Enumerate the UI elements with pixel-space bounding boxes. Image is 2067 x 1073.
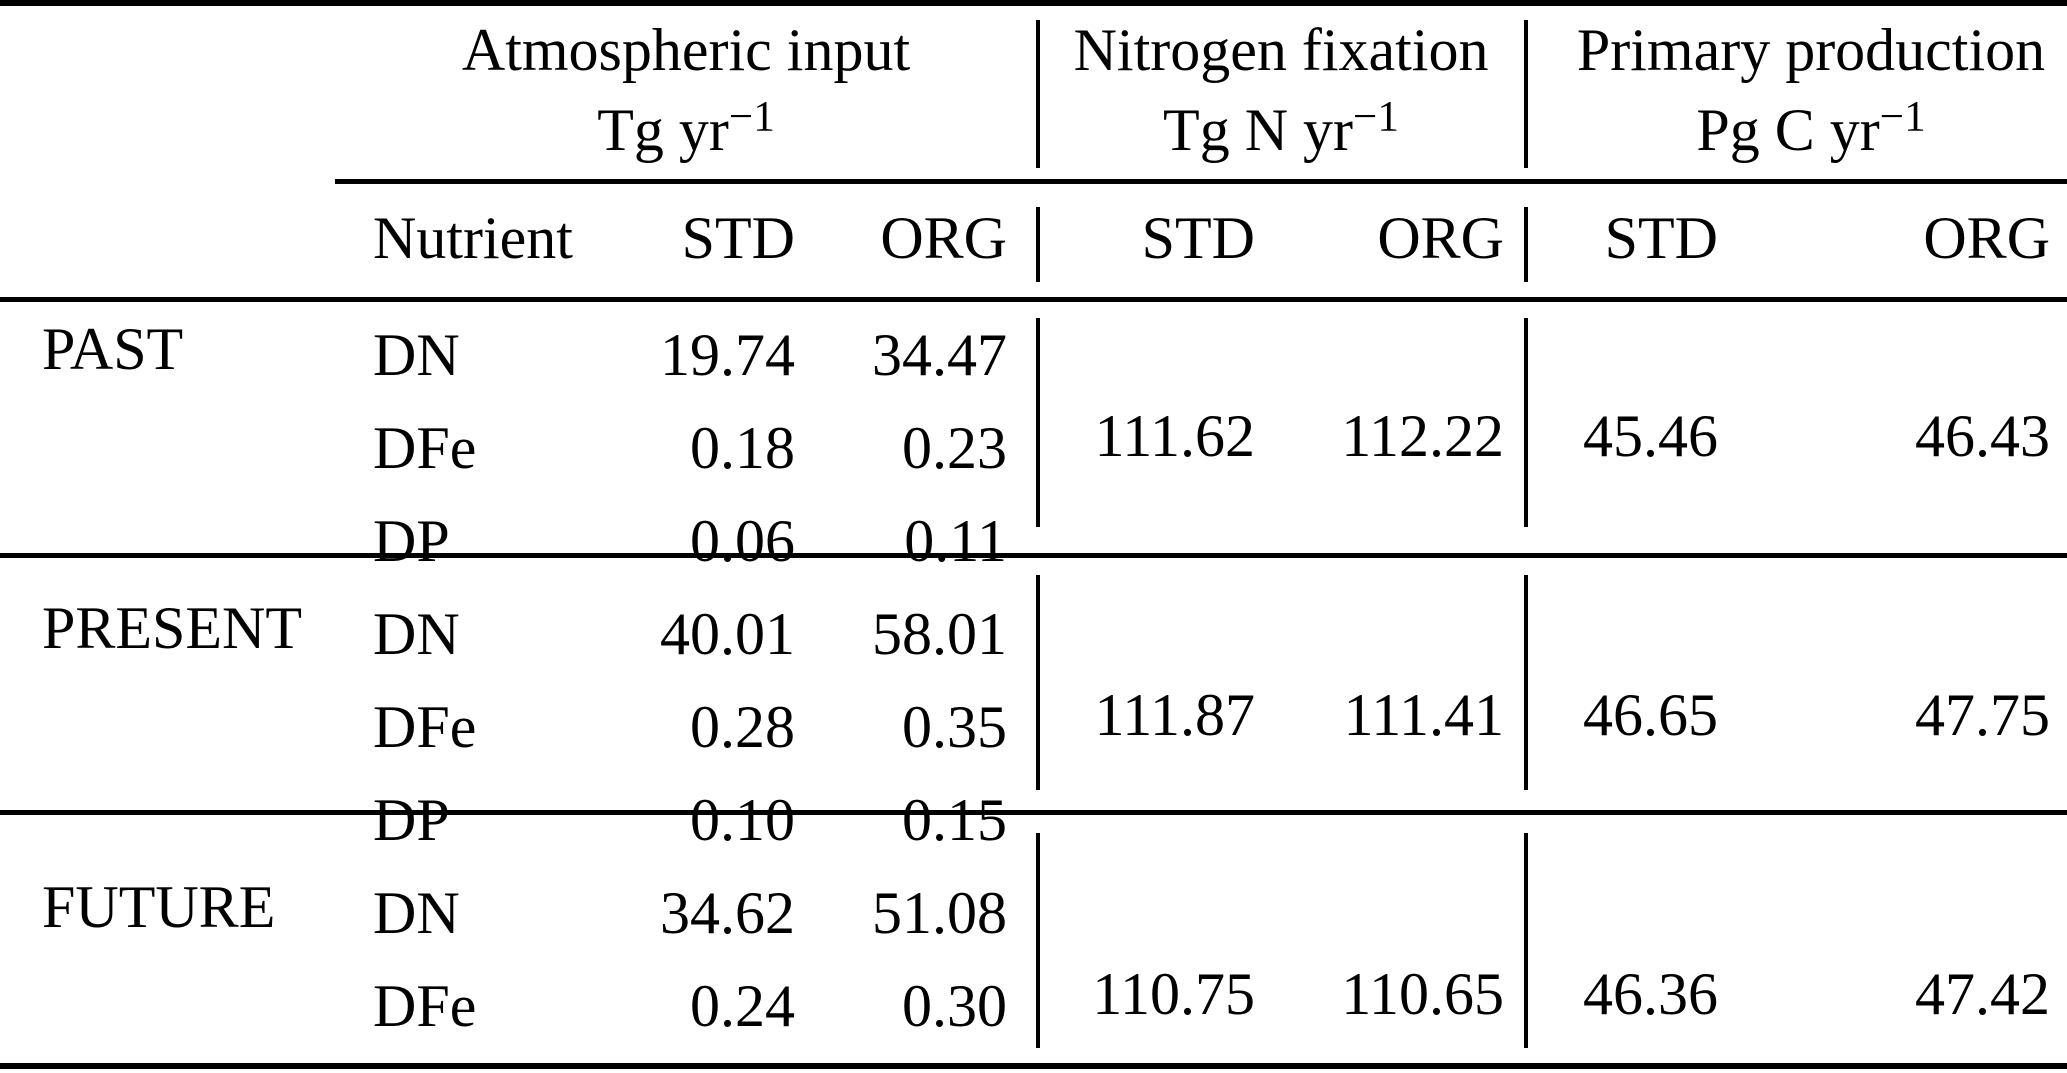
top-rule — [0, 0, 2067, 6]
group-title-primary-production: Primary production — [1576, 16, 2046, 83]
nutrient-label: DP — [335, 1041, 565, 1073]
value-pp-org: 46.43 — [1915, 403, 2051, 469]
table-row: FUTURE DN 34.62 51.08 110.75 110.65 46.3… — [0, 855, 2067, 1027]
group-unit-atmospheric-input: Tg yr−1 — [597, 93, 775, 163]
value-pp-std: 45.46 — [1583, 403, 1719, 469]
vertical-separator — [1524, 20, 1528, 168]
vertical-separator — [1524, 207, 1528, 282]
col-header-pp-org: ORG — [1923, 204, 2051, 271]
nutrient-label: DP — [373, 787, 450, 853]
table-row: DP 0.06 0.11 — [0, 483, 2067, 576]
vertical-separator — [1036, 833, 1040, 1048]
value-pp-org: 47.42 — [1915, 961, 2051, 1027]
value-ai-org: 0.35 — [902, 694, 1008, 760]
value-ai-std: 0.18 — [690, 415, 795, 481]
value-pp-std: 46.65 — [1583, 682, 1719, 748]
table-row: DFe 0.18 0.23 — [0, 390, 2067, 483]
group-unit-nitrogen-fixation: Tg N yr−1 — [1163, 93, 1399, 163]
section-present: PRESENT DN 40.01 58.01 111.87 111.41 46.… — [0, 576, 2067, 855]
section-past: PAST DN 19.74 34.47 111.62 112.22 45.46 … — [0, 297, 2067, 576]
section-rule-1 — [0, 553, 2067, 558]
col-header-nf-std: STD — [1141, 204, 1256, 271]
value-pp-org: 47.75 — [1915, 682, 2051, 748]
vertical-separator — [1524, 575, 1528, 790]
value-nf-std: 111.87 — [1094, 682, 1256, 748]
vertical-separator — [1036, 575, 1040, 790]
value-ai-org: 34.47 — [872, 322, 1008, 388]
table-row: DFe 0.28 0.35 — [0, 669, 2067, 762]
value-pp-std: 46.36 — [1583, 961, 1719, 1027]
group-primary-production: Primary production Pg C yr−1 — [1525, 0, 2067, 179]
value-nf-org: 112.22 — [1341, 403, 1505, 469]
value-ai-org: 51.08 — [872, 880, 1008, 946]
col-header-ai-org: ORG — [880, 204, 1008, 271]
table-row: DFe 0.24 0.30 — [0, 948, 2067, 1041]
group-header-row: Atmospheric input Tg yr−1 Nitrogen fixat… — [0, 0, 2067, 179]
value-ai-std: 0.08 — [565, 1041, 800, 1073]
corner-spacer — [0, 0, 335, 179]
column-header-row: Nutrient STD ORG STD ORG STD ORG — [0, 179, 2067, 297]
nutrient-label: DP — [373, 508, 450, 574]
vertical-separator — [1036, 20, 1040, 168]
value-ai-std: 0.10 — [690, 787, 795, 853]
section-future: FUTURE DN 34.62 51.08 110.75 110.65 46.3… — [0, 855, 2067, 1073]
col-header-ai-std: STD — [681, 204, 795, 271]
period-label: FUTURE — [42, 874, 276, 940]
value-ai-std: 40.01 — [660, 601, 795, 667]
value-nf-std: 110.75 — [1092, 961, 1256, 1027]
value-ai-std: 34.62 — [660, 880, 795, 946]
value-nf-org: 110.65 — [1341, 961, 1505, 1027]
table-row: PRESENT DN 40.01 58.01 111.87 111.41 46.… — [0, 576, 2067, 748]
value-nf-org: 111.41 — [1343, 682, 1505, 748]
bottom-rule — [0, 1063, 2067, 1069]
nutrient-label: DFe — [373, 973, 477, 1039]
col-header-pp-std: STD — [1604, 204, 1719, 271]
group-atmospheric-input: Atmospheric input Tg yr−1 — [335, 0, 1037, 179]
value-ai-org: 0.11 — [904, 508, 1008, 574]
subheader-rule — [0, 297, 2067, 302]
group-title-nitrogen-fixation: Nitrogen fixation — [1073, 16, 1489, 83]
value-ai-org: 0.30 — [902, 973, 1008, 1039]
group-unit-primary-production: Pg C yr−1 — [1696, 93, 1926, 163]
value-ai-org: 58.01 — [872, 601, 1008, 667]
nutrient-label: DFe — [373, 694, 477, 760]
value-ai-std: 0.06 — [690, 508, 795, 574]
group-nitrogen-fixation: Nitrogen fixation Tg N yr−1 — [1037, 0, 1525, 179]
group-title-atmospheric-input: Atmospheric input — [461, 16, 911, 83]
corner-spacer — [0, 179, 335, 297]
period-label: PAST — [42, 316, 184, 382]
vertical-separator — [1524, 833, 1528, 1048]
col-header-nutrient: Nutrient — [373, 204, 573, 271]
value-ai-std: 0.24 — [690, 973, 795, 1039]
nutrient-label: DN — [373, 322, 460, 388]
table-row: DP 0.10 0.15 — [0, 762, 2067, 855]
value-ai-org: 0.13 — [800, 1041, 1037, 1073]
header-mid-rule — [335, 179, 2067, 184]
nutrient-label: DN — [373, 880, 460, 946]
value-ai-std: 19.74 — [660, 322, 795, 388]
period-label: PRESENT — [42, 595, 303, 661]
value-ai-org: 0.15 — [902, 787, 1008, 853]
table-row: PAST DN 19.74 34.47 111.62 112.22 45.46 … — [0, 297, 2067, 469]
table-row: DP 0.08 0.13 — [0, 1041, 2067, 1073]
value-nf-std: 111.62 — [1094, 403, 1256, 469]
nutrient-label: DN — [373, 601, 460, 667]
vertical-separator — [1036, 207, 1040, 282]
nutrient-label: DFe — [373, 415, 477, 481]
value-ai-org: 0.23 — [902, 415, 1008, 481]
vertical-separator — [1036, 318, 1040, 527]
col-header-nf-org: ORG — [1377, 204, 1505, 271]
vertical-separator — [1524, 318, 1528, 527]
value-ai-std: 0.28 — [690, 694, 795, 760]
section-rule-2 — [0, 810, 2067, 815]
